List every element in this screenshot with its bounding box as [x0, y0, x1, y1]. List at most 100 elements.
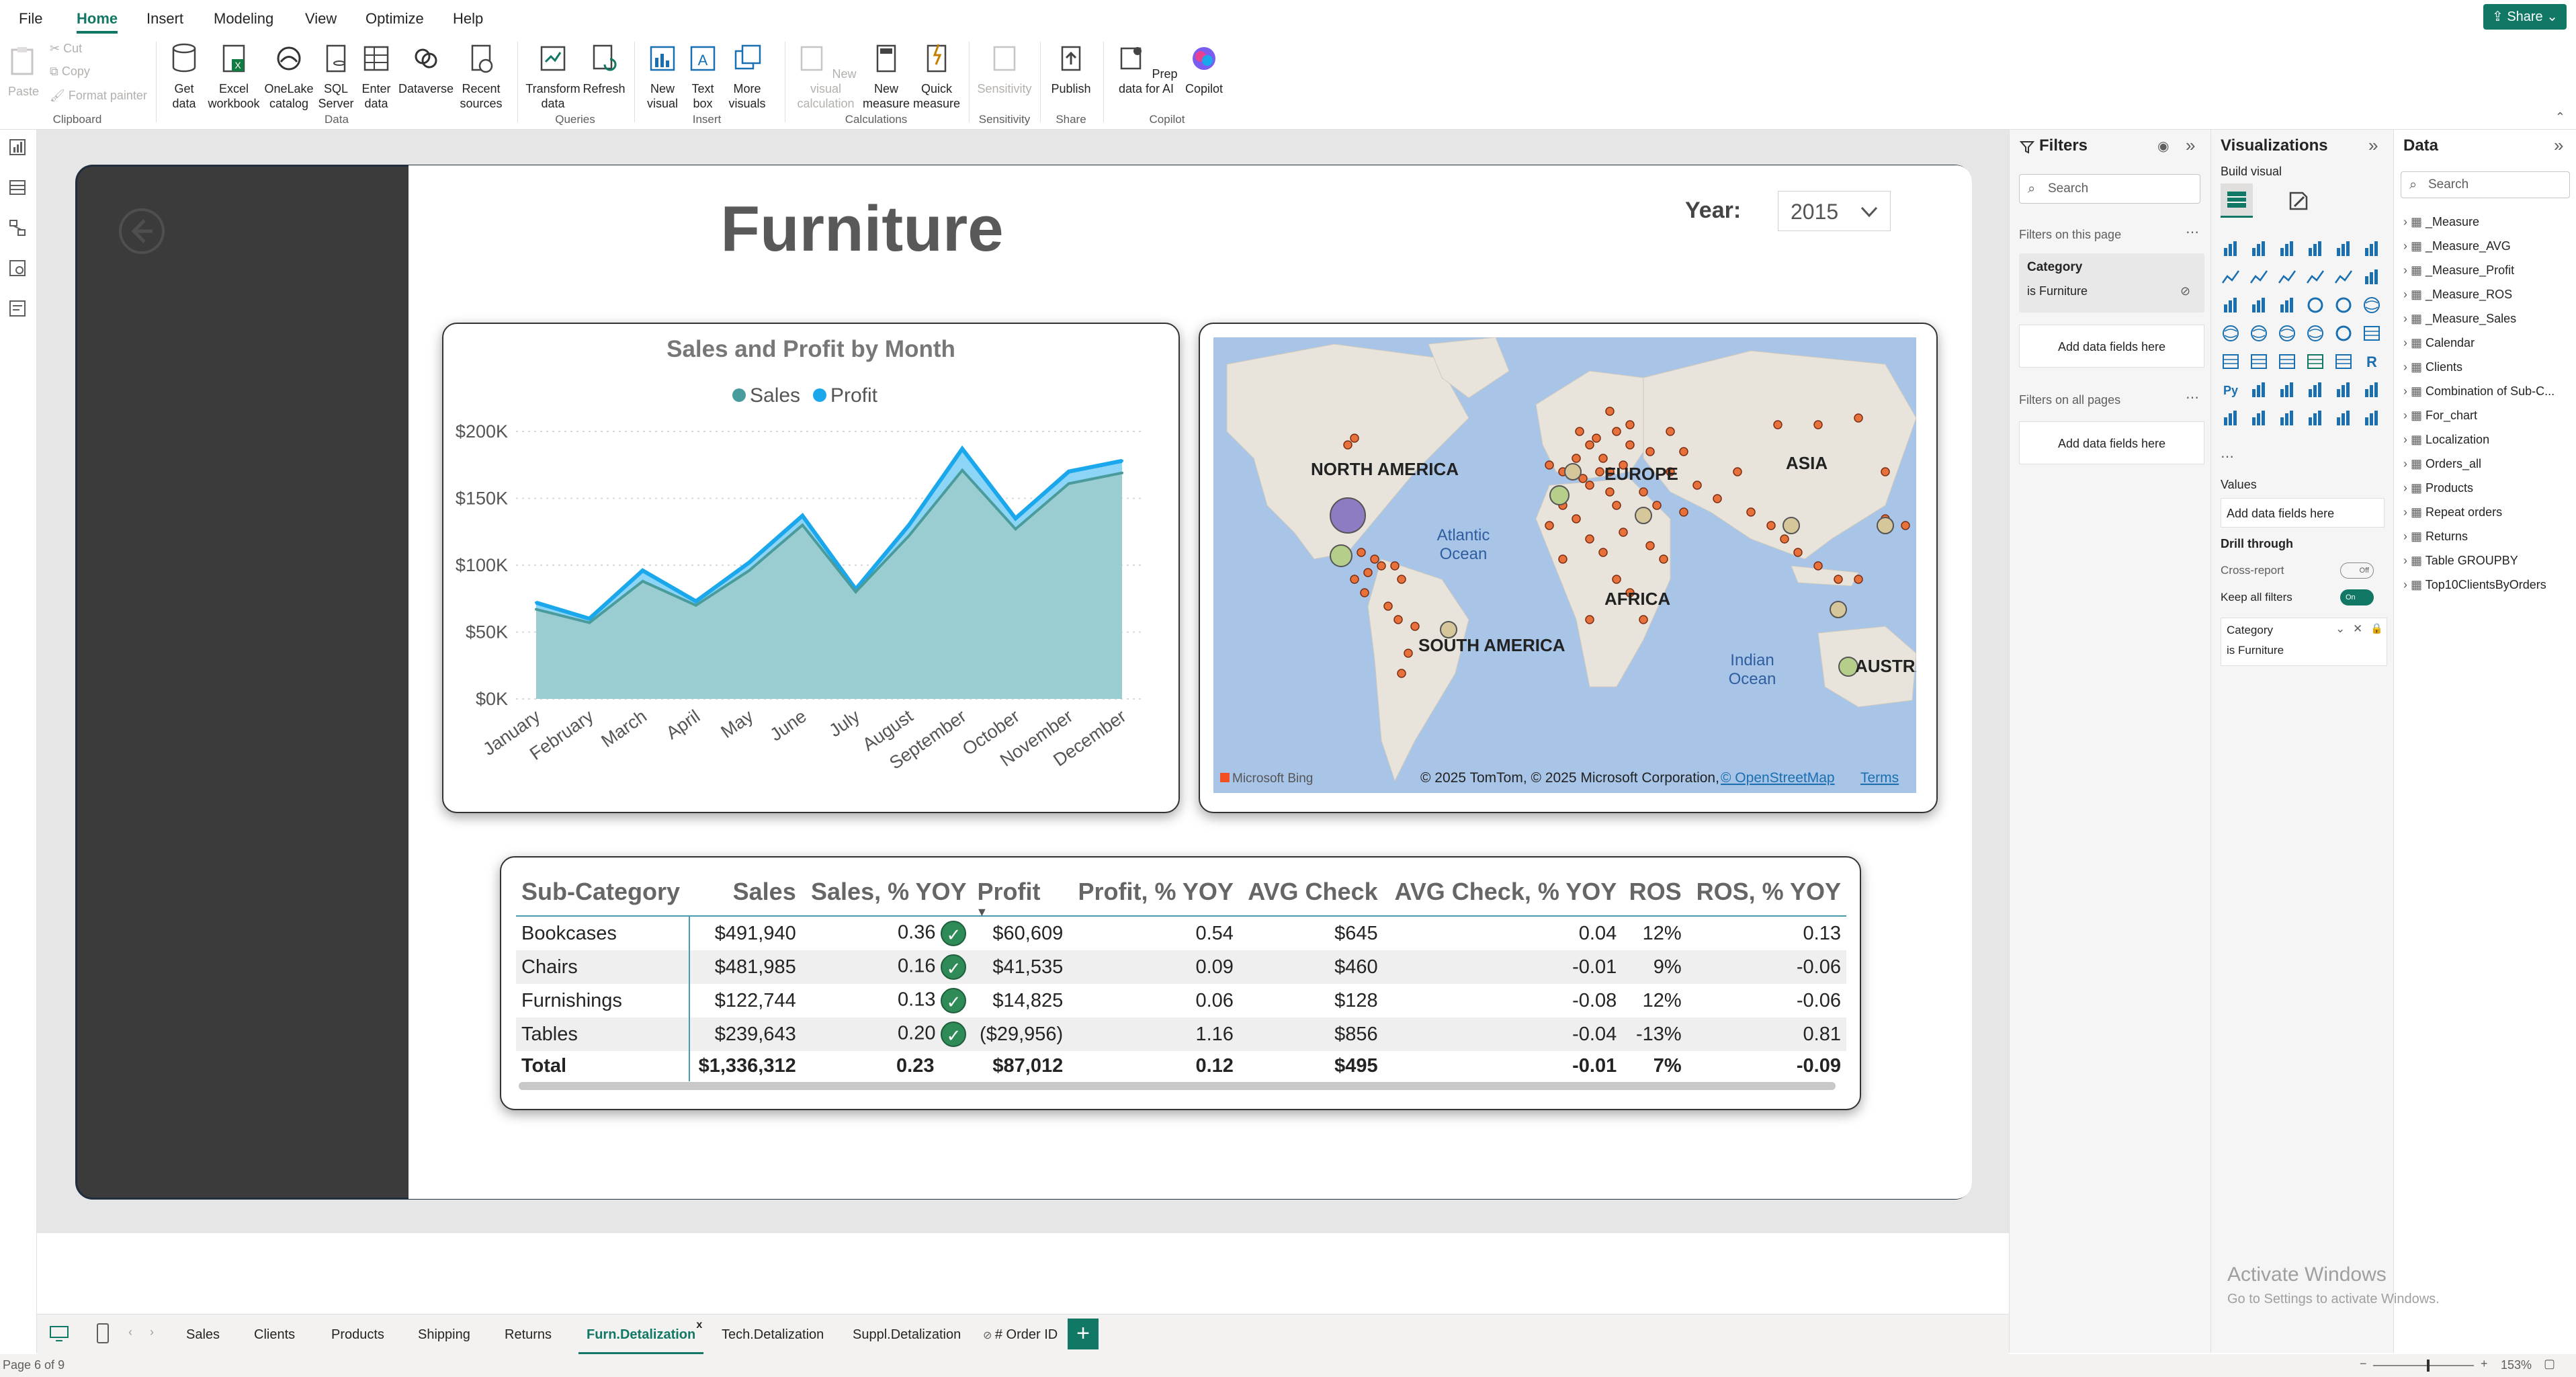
trophy-icon[interactable]	[2362, 380, 2382, 400]
chevron-right-icon[interactable]: ›	[2403, 505, 2411, 519]
filters-search-input[interactable]: ⌕ Search	[2019, 174, 2200, 204]
format-painter-button[interactable]: 🖌 Format painter	[50, 89, 147, 103]
column-header[interactable]: Sub-Category	[521, 878, 681, 905]
collapse-ribbon-icon[interactable]: ⌃	[2554, 110, 2565, 124]
menu-file[interactable]: File	[19, 10, 43, 27]
column-header[interactable]: Sales, % YOY	[811, 878, 967, 905]
clustered-column-icon[interactable]	[2305, 239, 2325, 259]
chevron-right-icon[interactable]: ›	[2403, 384, 2411, 398]
sales-map[interactable]: NORTH AMERICA EUROPE ASIA AFRICA SOUTH AMERI…	[1213, 337, 1916, 793]
copy-button[interactable]: ⧉ Copy	[50, 65, 90, 79]
sensitivity-button[interactable]: Sensitivity	[976, 42, 1033, 96]
data-table-item[interactable]: › ▦ _Measure_Sales	[2403, 310, 2516, 327]
map-card[interactable]: NORTH AMERICA EUROPE ASIA AFRICA SOUTH AMERI…	[1199, 323, 1938, 813]
collapse-pane-icon[interactable]: »	[2554, 135, 2564, 155]
tab-returns[interactable]: Returns	[505, 1327, 552, 1342]
area-chart-icon[interactable]	[2249, 267, 2269, 287]
category-filter-card[interactable]: Category is Furniture ⊘	[2019, 253, 2204, 312]
matrix-icon[interactable]	[2333, 351, 2354, 372]
add-fields-page-well[interactable]: Add data fields here	[2019, 325, 2204, 368]
line-chart-icon[interactable]	[2221, 267, 2241, 287]
tab-shipping[interactable]: Shipping	[418, 1327, 470, 1342]
zoom-in-icon[interactable]: +	[2481, 1357, 2488, 1370]
menu-help[interactable]: Help	[453, 10, 484, 27]
column-header[interactable]: Profit, % YOY	[1078, 878, 1234, 905]
data-table-item[interactable]: › ▦ Repeat orders	[2403, 503, 2502, 521]
card-icon[interactable]	[2362, 323, 2382, 343]
transform-data-button[interactable]: Transform data	[524, 42, 582, 111]
tab-furn-detalization[interactable]: Furn.Detalization x	[578, 1315, 704, 1355]
table-row[interactable]: Bookcases $491,940 0.36 ✓ $60,609 0.54 $645 0.0…	[516, 916, 1846, 950]
data-table-item[interactable]: › ▦ Localization	[2403, 431, 2489, 448]
copilot-button[interactable]: Copilot	[1183, 42, 1226, 96]
format-visual-icon[interactable]	[2286, 189, 2311, 213]
model-view-icon[interactable]	[8, 218, 27, 237]
more-c-icon[interactable]	[2362, 408, 2382, 428]
more-a-icon[interactable]	[2305, 408, 2325, 428]
more-b-icon[interactable]	[2333, 408, 2354, 428]
quick-measure-button[interactable]: Quick measure	[911, 42, 962, 111]
stacked-bar-icon[interactable]	[2221, 239, 2241, 259]
zoom-slider-thumb[interactable]	[2427, 1360, 2430, 1372]
excel-workbook-button[interactable]: X Excel workbook	[206, 42, 262, 111]
column-header[interactable]: Profit ▼	[976, 878, 1041, 919]
data-table-item[interactable]: › ▦ Combination of Sub-C...	[2403, 382, 2554, 400]
chevron-right-icon[interactable]: ›	[2403, 263, 2411, 277]
chevron-right-icon[interactable]: ›	[2403, 530, 2411, 543]
slicer-icon[interactable]	[2277, 351, 2297, 372]
desktop-layout-icon[interactable]	[49, 1325, 69, 1343]
qa-icon[interactable]	[2305, 380, 2325, 400]
gauge-icon[interactable]	[2333, 323, 2354, 343]
power-automate-icon[interactable]	[2277, 408, 2297, 428]
scatter-icon[interactable]	[2277, 295, 2297, 315]
eye-icon[interactable]: ◉	[2157, 139, 2170, 154]
close-icon[interactable]: ✕	[2353, 622, 2363, 635]
funnel-icon[interactable]	[2249, 295, 2269, 315]
text-box-button[interactable]: A Text box	[684, 42, 722, 111]
data-table-item[interactable]: › ▦ Clients	[2403, 358, 2462, 376]
menu-modeling[interactable]: Modeling	[214, 10, 274, 27]
drill-filter-card[interactable]: Category is Furniture ⌄ ✕ 🔒	[2221, 618, 2387, 666]
sales-profit-chart-card[interactable]: Sales and Profit by Month Sales Profit $0K…	[442, 323, 1180, 813]
tmdl-view-icon[interactable]	[8, 299, 27, 318]
r-visual-icon[interactable]: R	[2362, 351, 2382, 372]
data-table-item[interactable]: › ▦ _Measure_AVG	[2403, 237, 2511, 255]
new-measure-button[interactable]: New measure	[863, 42, 910, 111]
more-visuals-ellipsis-icon[interactable]: ⋯	[2221, 450, 2234, 464]
chevron-right-icon[interactable]: ›	[2403, 433, 2411, 446]
treemap-icon[interactable]	[2362, 295, 2382, 315]
chevron-right-icon[interactable]: ›	[2403, 578, 2411, 591]
ribbon-chart-icon[interactable]	[2362, 267, 2382, 287]
stacked-area-icon[interactable]	[2277, 267, 2297, 287]
more-visuals-button[interactable]: More visuals	[722, 42, 773, 111]
narrative-icon[interactable]	[2333, 380, 2354, 400]
python-visual-icon[interactable]: Py	[2221, 380, 2241, 400]
column-header[interactable]: Sales	[732, 878, 796, 905]
new-visual-calculation-button[interactable]: New visual calculation	[790, 42, 861, 111]
data-search-input[interactable]: ⌕ Search	[2401, 171, 2570, 198]
tab-sales[interactable]: Sales	[186, 1327, 220, 1342]
table-total-row[interactable]: Total $1,336,312 0.23 $87,012 0.12 $495 -0.01 7…	[516, 1051, 1846, 1081]
chevron-right-icon[interactable]: ›	[2403, 288, 2411, 301]
stacked-column-icon[interactable]	[2249, 239, 2269, 259]
line-clustered-icon[interactable]	[2333, 267, 2354, 287]
clustered-bar-icon[interactable]	[2277, 239, 2297, 259]
hidden-filter-icon[interactable]: ⊘	[2180, 284, 2191, 298]
horizontal-scrollbar[interactable]	[519, 1082, 1836, 1090]
back-arrow-icon[interactable]	[118, 207, 166, 255]
data-table-item[interactable]: › ▦ _Measure_ROS	[2403, 286, 2512, 303]
data-table-item[interactable]: › ▦ Top10ClientsByOrders	[2403, 576, 2546, 593]
add-values-well[interactable]: Add data fields here	[2221, 498, 2385, 528]
chevron-right-icon[interactable]: ›	[2403, 409, 2411, 422]
dataverse-button[interactable]: Dataverse	[398, 42, 454, 96]
recent-sources-button[interactable]: Recent sources	[456, 42, 507, 111]
column-header[interactable]: AVG Check	[1248, 878, 1378, 905]
line-column-icon[interactable]	[2305, 267, 2325, 287]
column-header[interactable]: ROS, % YOY	[1696, 878, 1841, 905]
donut-icon[interactable]	[2333, 295, 2354, 315]
tab-tech-detalization[interactable]: Tech.Detalization	[722, 1327, 824, 1342]
tab-clients[interactable]: Clients	[254, 1327, 296, 1342]
pie-icon[interactable]	[2305, 295, 2325, 315]
chevron-right-icon[interactable]: ›	[2403, 312, 2411, 325]
decomposition-icon[interactable]	[2277, 380, 2297, 400]
